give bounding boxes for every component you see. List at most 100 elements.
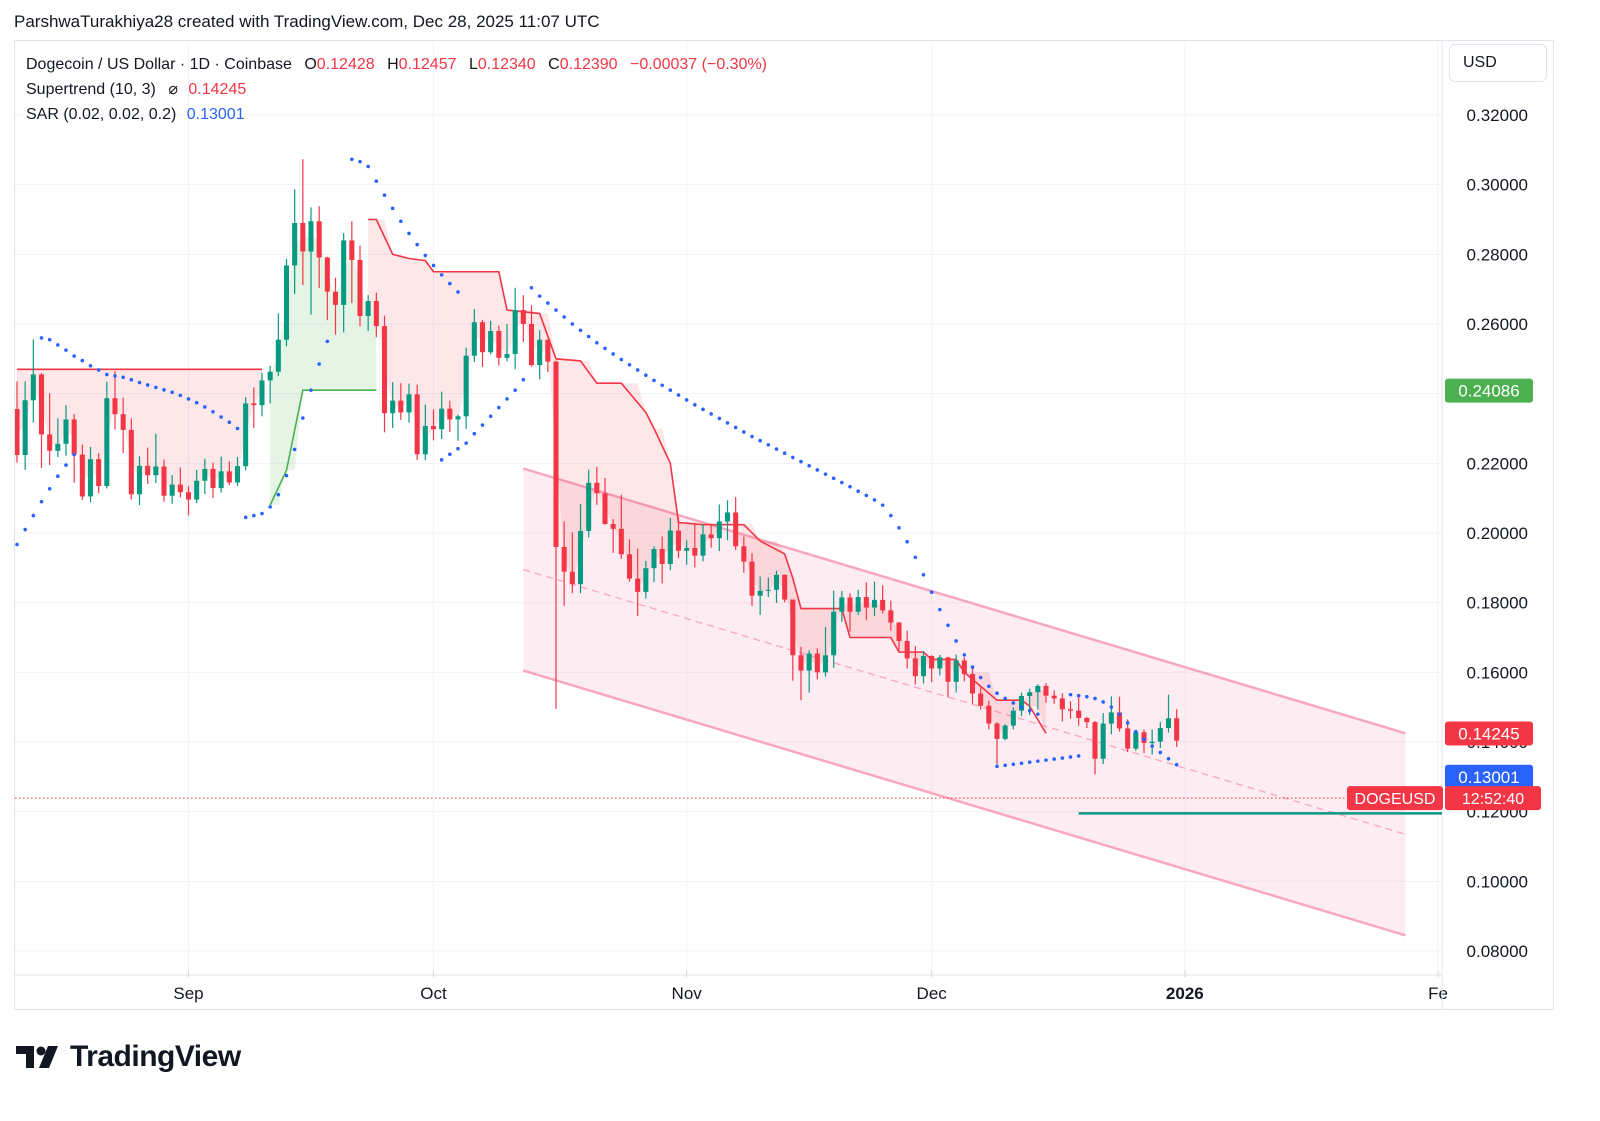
candle-body <box>798 655 804 671</box>
sar-dot <box>782 451 787 456</box>
sar-dot <box>243 515 248 520</box>
candle-body <box>1084 717 1090 723</box>
legend-sar-row[interactable]: SAR (0.02, 0.02, 0.2) 0.13001 <box>26 102 767 127</box>
candle-body <box>194 480 200 500</box>
sar-dot <box>1158 750 1163 755</box>
candle-body <box>871 599 878 608</box>
sar-dot <box>1027 760 1032 765</box>
candle-body <box>471 322 477 356</box>
x-tick-label: Dec <box>917 984 948 1003</box>
legend-supertrend-label: Supertrend (10, 3) <box>26 81 156 98</box>
legend-symbol[interactable]: Dogecoin / US Dollar · 1D · Coinbase <box>26 56 292 73</box>
candle-body <box>839 597 845 612</box>
price-tag-text: 0.14245 <box>1458 724 1519 743</box>
sar-dot <box>497 405 501 410</box>
sar-dot <box>1076 693 1081 698</box>
legend-supertrend-row[interactable]: Supertrend (10, 3) ⌀ 0.14245 <box>26 77 767 102</box>
candle-body <box>234 466 241 483</box>
sar-dot <box>382 193 387 197</box>
price-tag <box>1445 378 1533 403</box>
candle-body <box>120 414 126 430</box>
candle-body <box>496 330 502 358</box>
sar-dot <box>317 362 321 366</box>
tradingview-logo: TradingView <box>16 1037 241 1077</box>
candle-body <box>602 493 608 524</box>
sar-dot <box>439 273 444 277</box>
sar-dot <box>431 263 436 268</box>
sar-dot <box>129 377 134 382</box>
candle-body <box>210 468 216 489</box>
sar-dot <box>815 468 820 472</box>
y-tick-label: 0.10000 <box>1467 872 1528 891</box>
candle-body <box>904 640 910 659</box>
price-tag <box>1445 721 1533 746</box>
legend-high-value: 0.12457 <box>398 56 457 73</box>
candle-body <box>520 310 526 324</box>
sar-dot <box>121 375 125 380</box>
sar-dot <box>154 385 158 390</box>
sar-dot <box>1060 756 1065 760</box>
sar-dot <box>889 513 893 518</box>
sar-dot <box>1166 756 1171 761</box>
sar-dot <box>962 653 967 657</box>
candle-body <box>912 658 918 677</box>
sar-dot <box>358 159 362 164</box>
sar-dot <box>31 513 36 518</box>
symbol-tag <box>1347 786 1443 811</box>
supertrend-fill <box>17 369 262 496</box>
sar-dot <box>676 393 681 397</box>
sar-dot <box>1019 705 1024 709</box>
regression-channel-lower <box>522 669 1406 937</box>
sar-dot <box>578 328 583 333</box>
candle-body <box>708 534 714 539</box>
candle-body <box>937 657 943 669</box>
sar-dot <box>1125 721 1130 725</box>
candle-body <box>381 326 388 414</box>
candle-body <box>243 403 249 467</box>
sar-dot <box>464 441 468 445</box>
legend-close-label: C <box>548 56 560 73</box>
candle-body <box>1174 718 1180 741</box>
y-tick-label: 0.28000 <box>1467 245 1528 264</box>
sar-dot <box>399 219 403 224</box>
sar-dot <box>758 438 762 443</box>
sar-dot <box>872 498 877 502</box>
sar-dot <box>742 430 746 434</box>
sar-dot <box>235 426 240 431</box>
candle-body <box>479 322 486 353</box>
sar-dot <box>260 511 264 516</box>
candle-body <box>896 622 902 641</box>
legend-change: −0.00037 (−0.30%) <box>630 56 768 73</box>
candle-body <box>259 380 265 406</box>
sar-dot <box>23 527 27 532</box>
sar-dot <box>456 446 460 451</box>
sar-dot <box>1093 696 1097 701</box>
candle-body <box>692 547 698 556</box>
candle-body <box>283 265 290 340</box>
candle-body <box>308 221 314 252</box>
candle-body <box>773 574 780 590</box>
sar-dot <box>137 380 142 385</box>
candle-body <box>79 454 85 497</box>
candle-body <box>349 240 355 260</box>
candle-body <box>929 655 935 669</box>
candle-body <box>749 561 755 596</box>
supertrend-line <box>269 389 377 506</box>
candle-body <box>373 301 379 327</box>
sar-dot <box>1174 762 1179 767</box>
y-tick-label: 0.30000 <box>1467 176 1528 195</box>
sar-dot <box>521 377 526 382</box>
sar-dot <box>1134 729 1138 734</box>
sar-dot <box>619 357 624 362</box>
plot-area[interactable] <box>14 157 1442 937</box>
sar-dot <box>415 242 419 247</box>
candle-body <box>1133 732 1139 749</box>
currency-button[interactable]: USD <box>1449 44 1547 82</box>
candle-body <box>528 324 535 366</box>
sar-dot <box>284 473 289 478</box>
candle-body <box>1116 712 1123 729</box>
sar-dot <box>1117 712 1122 716</box>
sar-dot <box>799 459 803 464</box>
candle-body <box>920 655 927 677</box>
